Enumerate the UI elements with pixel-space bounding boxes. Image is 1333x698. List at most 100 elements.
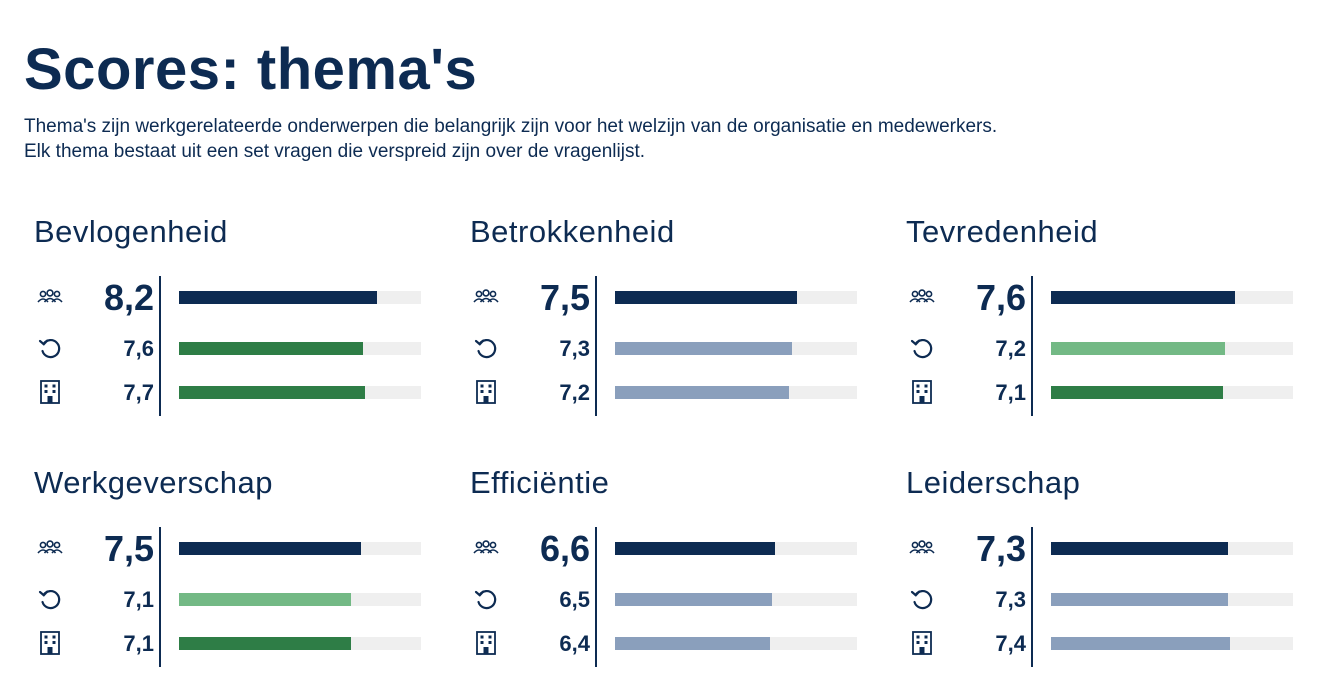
score-organisation-row: 8,2 [24,276,424,320]
people-group-icon [36,284,64,312]
score-benchmark-bar-track [1051,386,1293,399]
score-previous-row: 7,2 [896,332,1296,364]
score-previous-row: 7,1 [24,583,424,615]
score-previous-value: 7,1 [123,587,154,612]
theme-card-bevlogenheid: Bevlogenheid 8,2 7,6 7,7 [24,212,424,416]
theme-card-tevredenheid: Tevredenheid 7,6 7,2 7,1 [896,212,1296,416]
score-previous-bar-track [1051,593,1293,606]
score-organisation-bar-track [1051,291,1293,304]
theme-card-betrokkenheid: Betrokkenheid 7,5 7,3 7,2 [460,212,860,416]
score-organisation-bar-fill [179,291,378,304]
theme-card-efficientie: Efficiëntie 6,6 6,5 6,4 [460,463,860,667]
score-previous-bar-fill [615,593,773,606]
score-organisation-value: 7,5 [103,528,154,569]
score-organisation-bar-fill [615,291,797,304]
score-benchmark-bar-track [615,386,857,399]
theme-title: Leiderschap [906,465,1081,500]
score-previous-row: 6,5 [460,583,860,615]
score-benchmark-row: 7,1 [896,376,1296,408]
score-organisation-row: 6,6 [460,527,860,571]
score-organisation-row: 7,3 [896,527,1296,571]
score-benchmark-value: 7,1 [123,631,154,656]
divider [159,276,161,416]
score-benchmark-row: 7,4 [896,627,1296,659]
score-benchmark-bar-fill [179,637,351,650]
theme-card-werkgeverschap: Werkgeverschap 7,5 7,1 7,1 [24,463,424,667]
score-previous-value: 7,6 [123,336,154,361]
score-previous-bar-fill [1051,593,1228,606]
score-organisation-value: 7,6 [975,277,1026,318]
divider [1031,276,1033,416]
history-icon [36,585,64,613]
score-organisation-value: 7,5 [539,277,590,318]
score-benchmark-value: 7,7 [123,380,154,405]
score-previous-bar-fill [179,593,351,606]
score-benchmark-value: 7,4 [995,631,1026,656]
intro-line-2: Elk thema bestaat uit een set vragen die… [24,141,645,162]
building-icon [36,629,64,657]
history-icon [908,585,936,613]
score-organisation-bar-fill [1051,542,1228,555]
theme-title: Efficiëntie [470,465,610,500]
score-organisation-row: 7,5 [24,527,424,571]
score-benchmark-row: 7,1 [24,627,424,659]
score-previous-value: 7,3 [995,587,1026,612]
score-organisation-bar-fill [1051,291,1235,304]
score-previous-value: 7,3 [559,336,590,361]
score-benchmark-value: 7,1 [995,380,1026,405]
building-icon [908,629,936,657]
score-organisation-bar-track [179,291,421,304]
score-benchmark-row: 6,4 [460,627,860,659]
theme-title: Tevredenheid [906,214,1099,249]
score-benchmark-bar-track [615,637,857,650]
score-previous-value: 6,5 [559,587,590,612]
score-benchmark-bar-track [1051,637,1293,650]
building-icon [472,378,500,406]
score-benchmark-row: 7,2 [460,376,860,408]
theme-title: Bevlogenheid [34,214,228,249]
divider [595,527,597,667]
score-organisation-bar-track [179,542,421,555]
score-previous-value: 7,2 [995,336,1026,361]
people-group-icon [908,535,936,563]
score-benchmark-row: 7,7 [24,376,424,408]
score-benchmark-bar-fill [1051,637,1231,650]
score-organisation-value: 8,2 [103,277,154,318]
score-previous-bar-track [615,593,857,606]
people-group-icon [908,284,936,312]
score-organisation-row: 7,6 [896,276,1296,320]
score-previous-bar-track [615,342,857,355]
history-icon [36,334,64,362]
score-organisation-bar-fill [179,542,361,555]
score-organisation-bar-track [615,291,857,304]
theme-title: Werkgeverschap [34,465,274,500]
score-benchmark-bar-fill [1051,386,1223,399]
score-previous-bar-track [179,593,421,606]
score-previous-bar-track [179,342,421,355]
page-title: Scores: thema's [24,37,478,102]
people-group-icon [472,284,500,312]
score-benchmark-bar-track [179,386,421,399]
people-group-icon [36,535,64,563]
score-previous-bar-fill [1051,342,1226,355]
intro-line-1: Thema's zijn werkgerelateerde onderwerpe… [24,116,998,137]
building-icon [472,629,500,657]
divider [159,527,161,667]
score-benchmark-bar-fill [615,386,790,399]
score-organisation-bar-fill [615,542,775,555]
divider [595,276,597,416]
score-benchmark-bar-fill [615,637,770,650]
building-icon [908,378,936,406]
score-benchmark-bar-fill [179,386,366,399]
score-benchmark-value: 6,4 [559,631,590,656]
theme-card-leiderschap: Leiderschap 7,3 7,3 7,4 [896,463,1296,667]
score-organisation-row: 7,5 [460,276,860,320]
score-previous-bar-fill [615,342,792,355]
score-organisation-bar-track [1051,542,1293,555]
divider [1031,527,1033,667]
score-organisation-value: 7,3 [975,528,1026,569]
score-previous-bar-fill [179,342,363,355]
score-organisation-bar-track [615,542,857,555]
score-previous-row: 7,3 [460,332,860,364]
score-previous-bar-track [1051,342,1293,355]
